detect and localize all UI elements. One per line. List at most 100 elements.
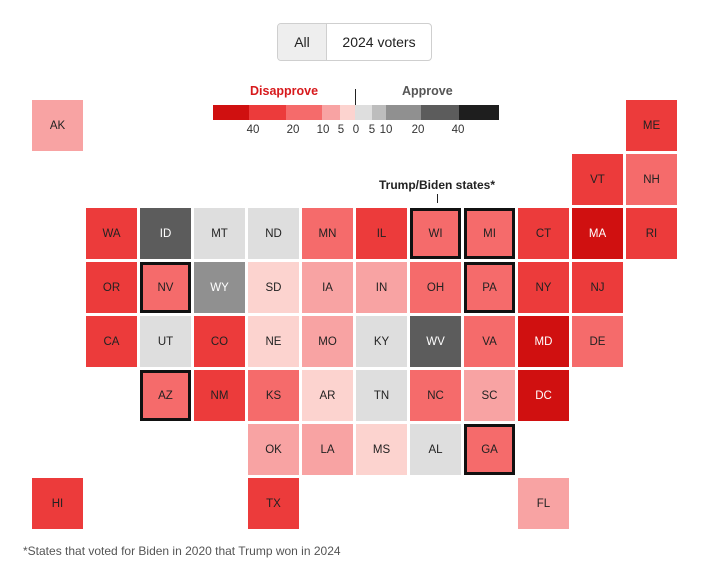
trump-biden-states-label: Trump/Biden states*: [378, 178, 496, 192]
state-label: KS: [265, 389, 282, 402]
state-tile-nh[interactable]: NH: [626, 154, 677, 205]
toggle-2024-voters-button[interactable]: 2024 voters: [342, 34, 416, 50]
state-tile-co[interactable]: CO: [194, 316, 245, 367]
state-tile-nd[interactable]: ND: [248, 208, 299, 259]
state-label: IL: [376, 227, 387, 240]
legend-tick-label: 20: [411, 124, 425, 136]
state-tile-wa[interactable]: WA: [86, 208, 137, 259]
legend-tick-label: 5: [337, 124, 345, 136]
state-label: TX: [266, 497, 281, 510]
state-label: WI: [428, 227, 443, 240]
state-tile-nc[interactable]: NC: [410, 370, 461, 421]
state-tile-mn[interactable]: MN: [302, 208, 353, 259]
state-tile-ny[interactable]: NY: [518, 262, 569, 313]
state-tile-al[interactable]: AL: [410, 424, 461, 475]
state-label: AK: [49, 119, 66, 132]
state-tile-tx[interactable]: TX: [248, 478, 299, 529]
state-tile-oh[interactable]: OH: [410, 262, 461, 313]
state-label: IN: [375, 281, 388, 294]
state-tile-nm[interactable]: NM: [194, 370, 245, 421]
state-tile-mt[interactable]: MT: [194, 208, 245, 259]
state-label: NV: [157, 281, 174, 294]
legend-segment: [372, 105, 386, 120]
legend-tick-label: 40: [451, 124, 465, 136]
state-tile-la[interactable]: LA: [302, 424, 353, 475]
toggle-all-button[interactable]: All: [278, 24, 327, 60]
state-label: DE: [589, 335, 606, 348]
state-tile-il[interactable]: IL: [356, 208, 407, 259]
state-tile-id[interactable]: ID: [140, 208, 191, 259]
state-label: MT: [211, 227, 228, 240]
state-label: SC: [481, 389, 498, 402]
footnote: *States that voted for Biden in 2020 tha…: [23, 544, 341, 558]
state-label: NY: [535, 281, 552, 294]
legend-color-bar: [213, 105, 499, 120]
state-tile-ia[interactable]: IA: [302, 262, 353, 313]
state-label: AZ: [158, 389, 173, 402]
legend-segment: [459, 105, 499, 120]
state-tile-me[interactable]: ME: [626, 100, 677, 151]
state-label: VA: [482, 335, 497, 348]
state-tile-ok[interactable]: OK: [248, 424, 299, 475]
state-tile-ut[interactable]: UT: [140, 316, 191, 367]
state-tile-wi[interactable]: WI: [410, 208, 461, 259]
state-tile-ms[interactable]: MS: [356, 424, 407, 475]
state-tile-nv[interactable]: NV: [140, 262, 191, 313]
state-label: MA: [588, 227, 607, 240]
legend-segment: [386, 105, 421, 120]
state-tile-va[interactable]: VA: [464, 316, 515, 367]
state-tile-az[interactable]: AZ: [140, 370, 191, 421]
state-tile-md[interactable]: MD: [518, 316, 569, 367]
state-label: HI: [51, 497, 64, 510]
state-label: TN: [373, 389, 390, 402]
state-label: ME: [642, 119, 661, 132]
legend-tick-label: 20: [286, 124, 300, 136]
legend-tick-label: 10: [316, 124, 330, 136]
state-tile-de[interactable]: DE: [572, 316, 623, 367]
state-tile-sd[interactable]: SD: [248, 262, 299, 313]
state-tile-vt[interactable]: VT: [572, 154, 623, 205]
state-tile-or[interactable]: OR: [86, 262, 137, 313]
state-tile-ak[interactable]: AK: [32, 100, 83, 151]
legend-tick-label: 10: [379, 124, 393, 136]
state-tile-ar[interactable]: AR: [302, 370, 353, 421]
state-label: KY: [373, 335, 390, 348]
legend-segment: [286, 105, 322, 120]
state-tile-dc[interactable]: DC: [518, 370, 569, 421]
state-tile-ri[interactable]: RI: [626, 208, 677, 259]
state-label: UT: [157, 335, 174, 348]
state-tile-mo[interactable]: MO: [302, 316, 353, 367]
state-label: NJ: [590, 281, 605, 294]
state-label: CA: [103, 335, 120, 348]
state-tile-ca[interactable]: CA: [86, 316, 137, 367]
state-tile-ky[interactable]: KY: [356, 316, 407, 367]
state-tile-tn[interactable]: TN: [356, 370, 407, 421]
state-label: VT: [590, 173, 605, 186]
state-tile-wv[interactable]: WV: [410, 316, 461, 367]
state-tile-wy[interactable]: WY: [194, 262, 245, 313]
state-tile-ga[interactable]: GA: [464, 424, 515, 475]
state-label: NH: [643, 173, 660, 186]
state-tile-sc[interactable]: SC: [464, 370, 515, 421]
state-label: SD: [265, 281, 282, 294]
state-tile-pa[interactable]: PA: [464, 262, 515, 313]
legend-segment: [355, 105, 372, 120]
state-label: NE: [265, 335, 282, 348]
state-label: ID: [159, 227, 172, 240]
state-label: MS: [372, 443, 391, 456]
trump-biden-states-pointer: [437, 194, 438, 203]
state-label: AL: [428, 443, 443, 456]
state-tile-mi[interactable]: MI: [464, 208, 515, 259]
state-tile-in[interactable]: IN: [356, 262, 407, 313]
state-tile-ne[interactable]: NE: [248, 316, 299, 367]
state-label: LA: [320, 443, 335, 456]
state-tile-ma[interactable]: MA: [572, 208, 623, 259]
state-tile-ct[interactable]: CT: [518, 208, 569, 259]
state-tile-ks[interactable]: KS: [248, 370, 299, 421]
state-label: MO: [318, 335, 337, 348]
state-tile-fl[interactable]: FL: [518, 478, 569, 529]
state-label: CO: [210, 335, 229, 348]
state-tile-hi[interactable]: HI: [32, 478, 83, 529]
state-tile-nj[interactable]: NJ: [572, 262, 623, 313]
state-label: OR: [102, 281, 121, 294]
